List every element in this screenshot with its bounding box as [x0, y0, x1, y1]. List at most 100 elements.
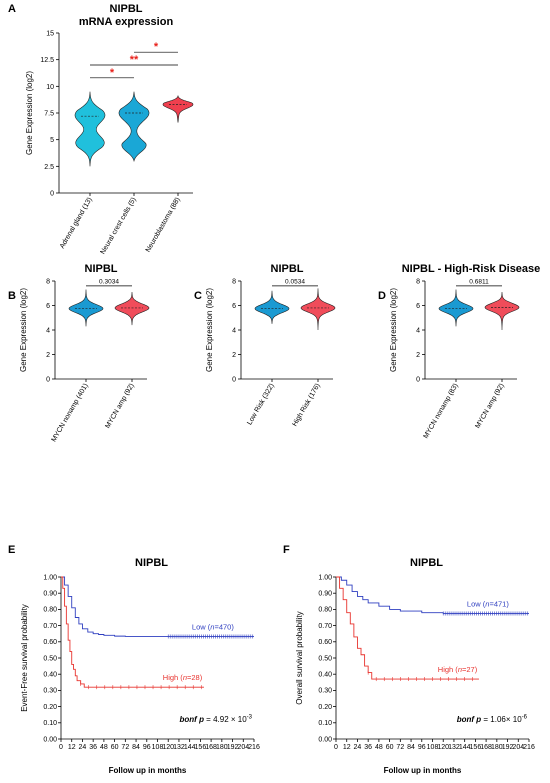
panel-letter-f: F	[283, 544, 290, 556]
violin-1	[300, 288, 336, 331]
ytick-label: 6	[232, 303, 236, 310]
xtick-label: 108	[152, 744, 164, 751]
panel-a-subtitle: mRNA expression	[79, 16, 174, 28]
violin-0	[438, 289, 474, 327]
xtick-label: 12	[343, 744, 351, 751]
panel-a-ytick-label: 12.5	[40, 57, 54, 64]
panel-a-ytick-label: 0	[50, 191, 54, 198]
xtick-label: 144	[184, 744, 196, 751]
ylabel: Gene Expression (log2)	[19, 288, 28, 372]
ytick-label: 8	[46, 279, 50, 286]
ytick-label: 2	[232, 352, 236, 359]
xtick-label: 180	[216, 744, 228, 751]
ytick-label: 0.40	[43, 672, 57, 679]
xtick-label: 36	[364, 744, 372, 751]
bonferroni-pvalue: bonf p = 4.92 × 10-3	[180, 715, 253, 725]
panel-d: D NIPBL - High-Risk Disease 0 2 4 6 8 Gene Expr…	[378, 263, 540, 440]
panel-a-title: NIPBL	[110, 3, 143, 15]
xtick-label: MYCN amp (92)	[474, 383, 505, 430]
xtick-label: 108	[427, 744, 439, 751]
pvalue-label: 0.0534	[285, 278, 305, 285]
ytick-label: 4	[416, 328, 420, 335]
panel-a-ytick-label: 7.5	[44, 111, 54, 118]
xtick-label: 72	[396, 744, 404, 751]
significance-stars: *	[154, 41, 159, 53]
panel-a-ylabel: Gene Expression (log2)	[25, 71, 34, 155]
ytick-label: 0.50	[43, 655, 57, 662]
xtick-label: 48	[100, 744, 108, 751]
panel-letter-d: D	[378, 290, 386, 302]
ytick-label: 0.60	[43, 639, 57, 646]
violin-2	[162, 94, 194, 123]
xtick-label: 204	[237, 744, 249, 751]
ytick-label: 0.20	[318, 704, 332, 711]
xtick-label: 72	[121, 744, 129, 751]
ytick-label: 0.60	[318, 639, 332, 646]
xtick-label: 84	[407, 744, 415, 751]
ytick-label: 0.20	[43, 704, 57, 711]
ytick-label: 2	[46, 352, 50, 359]
ytick-label: 0.70	[43, 623, 57, 630]
xtick-label: 60	[386, 744, 394, 751]
panel-c: C NIPBL 0 2 4 6 8 Gene Expression (log2) Low Ris…	[194, 263, 336, 428]
panel-a-xtick-label: Neural crest cells (5)	[100, 197, 138, 256]
ytick-label: 0.00	[43, 736, 57, 743]
xtick-label: 168	[205, 744, 217, 751]
xtick-label: 120	[437, 744, 449, 751]
violin-1	[118, 91, 150, 163]
ytick-label: 0.30	[43, 688, 57, 695]
xtick-label: 204	[512, 744, 524, 751]
ytick-label: 0	[46, 377, 50, 384]
xtick-label: 144	[459, 744, 471, 751]
xtick-label: 48	[375, 744, 383, 751]
ytick-label: 1.00	[43, 574, 57, 581]
panel-a-ytick-label: 2.5	[44, 164, 54, 171]
violin-1	[114, 292, 150, 326]
significance-stars: **	[130, 54, 139, 66]
pvalue-label: 0.3034	[99, 278, 119, 285]
xtick-label: 132	[173, 744, 185, 751]
xtick-label: High Risk (176)	[292, 383, 322, 428]
xtick-label: MYCN nonamp (401)	[51, 383, 90, 444]
ytick-label: 0.40	[318, 672, 332, 679]
significance-stars: *	[110, 67, 115, 79]
ylabel: Overall survival probability	[295, 611, 304, 704]
panel-letter-e: E	[8, 544, 15, 556]
violin-0	[74, 91, 106, 167]
xtick-label: Low Risk (322)	[246, 383, 275, 427]
ytick-label: 6	[46, 303, 50, 310]
panel-letter-a: A	[8, 3, 16, 15]
xtick-label: MYCN nonamp (83)	[423, 383, 460, 440]
km-label-low: Low (n=471)	[467, 599, 509, 608]
panel-letter-c: C	[194, 290, 202, 302]
ytick-label: 0.80	[43, 607, 57, 614]
xlabel: Follow up in months	[384, 766, 462, 775]
xtick-label: 36	[89, 744, 97, 751]
pvalue-label: 0.6811	[469, 278, 489, 285]
ytick-label: 4	[46, 328, 50, 335]
xtick-label: 0	[59, 744, 63, 751]
ytick-label: 2	[416, 352, 420, 359]
xtick-label: 180	[491, 744, 503, 751]
xtick-label: 192	[502, 744, 514, 751]
ytick-label: 0.10	[43, 720, 57, 727]
xtick-label: 216	[248, 744, 260, 751]
ylabel: Gene Expression (log2)	[389, 288, 398, 372]
panel-a-ytick-label: 10	[46, 84, 54, 91]
ylabel: Gene Expression (log2)	[205, 288, 214, 372]
panel-a-xtick-label: Neuroblastoma (88)	[145, 197, 182, 254]
xtick-label: 12	[68, 744, 76, 751]
ytick-label: 8	[232, 279, 236, 286]
km-curve-high	[336, 576, 479, 680]
xlabel: Follow up in months	[109, 766, 187, 775]
violin-0	[68, 289, 104, 327]
ytick-label: 6	[416, 303, 420, 310]
xtick-label: 120	[162, 744, 174, 751]
ylabel: Event-Free survival probability	[20, 604, 29, 712]
panel-letter-b: B	[8, 290, 16, 302]
xtick-label: 96	[418, 744, 426, 751]
panel-b: B NIPBL 0 2 4 6 8 Gene Expression (log2) MYCN no…	[8, 263, 150, 444]
panel-a-xtick-label: Adrenal gland (13)	[59, 197, 94, 250]
xtick-label: 168	[480, 744, 492, 751]
